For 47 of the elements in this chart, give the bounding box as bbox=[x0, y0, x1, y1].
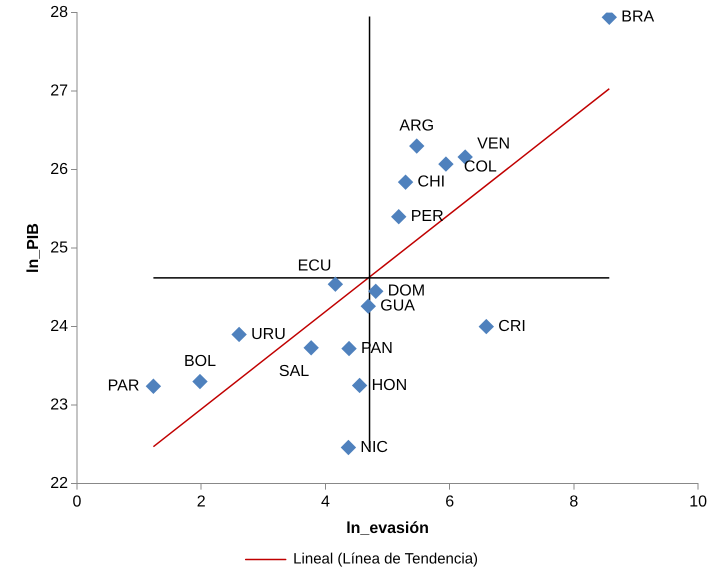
x-tick-label: 2 bbox=[196, 494, 206, 511]
point bbox=[478, 319, 494, 334]
x-axis-title: ln_evasión bbox=[346, 520, 429, 537]
annotation: SAL bbox=[278, 363, 310, 380]
annotation: GUA bbox=[380, 298, 416, 315]
point bbox=[409, 138, 424, 154]
annotation: CRI bbox=[498, 318, 526, 336]
point bbox=[342, 341, 357, 356]
point bbox=[340, 440, 356, 455]
y-tick-label: 23 bbox=[50, 396, 68, 414]
annotation: NIC bbox=[360, 438, 388, 456]
point bbox=[352, 378, 368, 393]
x-tick-label: 8 bbox=[569, 494, 578, 511]
annotation: BRA bbox=[621, 8, 655, 26]
annotation: PAR bbox=[108, 378, 140, 395]
annotation: VEN bbox=[477, 135, 510, 152]
annotation: CHI bbox=[418, 174, 446, 191]
point bbox=[398, 174, 414, 190]
point bbox=[232, 326, 247, 342]
annotation: BOL bbox=[184, 352, 216, 370]
point bbox=[360, 298, 376, 314]
x-tick-label: 0 bbox=[72, 494, 82, 511]
annotation: ECU bbox=[298, 258, 332, 275]
point bbox=[391, 209, 406, 224]
point bbox=[192, 374, 208, 390]
y-tick-label: 28 bbox=[50, 4, 68, 22]
x-tick-label: 10 bbox=[689, 494, 708, 511]
annotation: HON bbox=[372, 376, 408, 394]
point bbox=[368, 284, 384, 299]
point bbox=[438, 156, 454, 172]
y-tick-label: 22 bbox=[50, 475, 68, 492]
y-tick-label: 24 bbox=[50, 318, 68, 336]
x-tick-label: 6 bbox=[445, 494, 454, 511]
y-tick-label: 27 bbox=[50, 82, 68, 100]
annotation: ARG bbox=[399, 117, 434, 134]
legend-label: Lineal (Línea de Tendencia) bbox=[293, 550, 478, 568]
point bbox=[328, 276, 343, 292]
y-tick-label: 26 bbox=[50, 161, 68, 178]
point bbox=[146, 378, 161, 394]
y-tick-label: 25 bbox=[50, 240, 68, 257]
y-axis-title: ln_PIB bbox=[25, 223, 42, 273]
annotation: URU bbox=[251, 326, 286, 343]
x-tick-label: 4 bbox=[320, 494, 330, 511]
point bbox=[304, 340, 319, 356]
annotation: COL bbox=[464, 158, 497, 176]
annotation: PER bbox=[410, 208, 444, 226]
annotation: DOM bbox=[388, 282, 426, 300]
